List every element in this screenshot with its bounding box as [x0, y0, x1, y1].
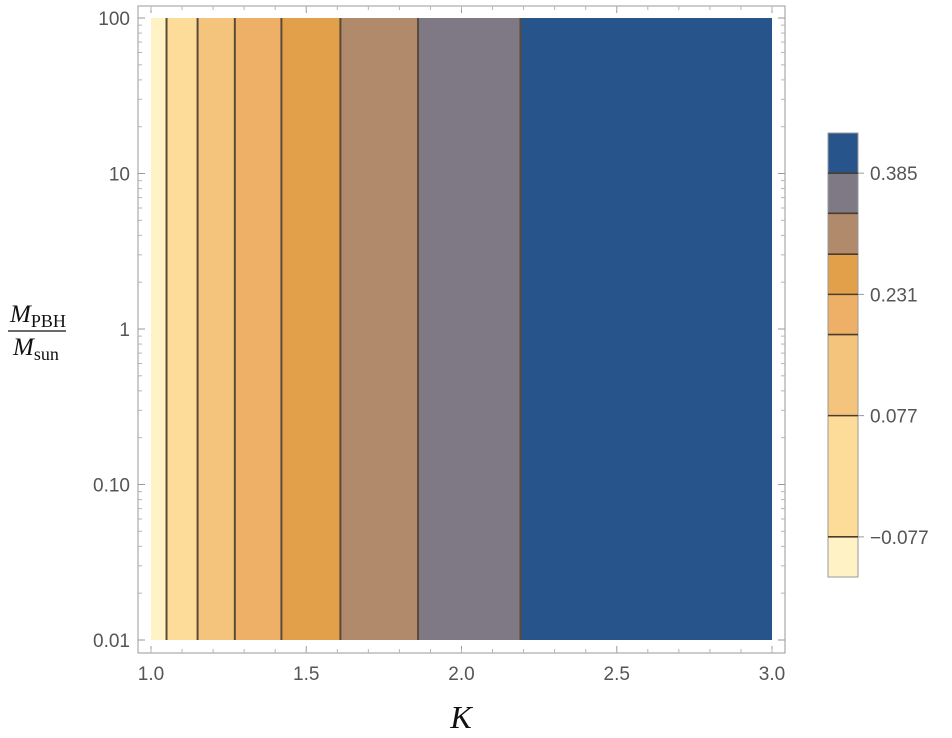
legend-label: 0.385 [870, 164, 918, 185]
legend-swatch [828, 254, 858, 295]
legend-swatch [828, 213, 858, 255]
y-axis-title: MPBH Msun [8, 301, 66, 364]
x-axis-title: K [449, 699, 473, 735]
x-tick-label: 1.0 [138, 664, 164, 685]
contour-band [166, 18, 198, 640]
legend-swatch [828, 133, 858, 174]
y-label-numerator: MPBH [9, 301, 66, 331]
x-axis-label: K [449, 699, 473, 735]
x-tick-label: 2.0 [448, 664, 474, 685]
contour-band [234, 18, 282, 640]
y-tick-label: 0.01 [93, 631, 130, 652]
x-tick-label: 2.5 [604, 664, 630, 685]
contour-band [340, 18, 419, 640]
legend-label: 0.077 [870, 407, 918, 428]
plot-area [151, 18, 772, 640]
contour-band [281, 18, 341, 640]
x-tick-label: 3.0 [759, 664, 785, 685]
legend-label: −0.077 [870, 528, 929, 549]
y-tick-label: 0.10 [93, 476, 130, 497]
y-tick-label: 100 [98, 9, 130, 30]
color-legend: 0.385 0.231 0.077 −0.077 [827, 132, 929, 578]
x-tick-label: 1.5 [293, 664, 319, 685]
legend-swatch [828, 173, 858, 214]
y-label-denominator: Msun [12, 334, 59, 364]
axes: 1.0 1.5 2.0 2.5 3.0 0.01 0.10 1 10 100 [93, 5, 786, 685]
legend-label: 0.231 [870, 285, 918, 306]
contour-band [151, 18, 167, 640]
y-tick-label: 10 [109, 165, 130, 186]
legend-swatch [828, 415, 858, 537]
legend-swatch [828, 536, 858, 577]
contour-band [197, 18, 235, 640]
legend-swatch [828, 294, 858, 335]
contour-band [418, 18, 521, 640]
y-tick-label: 1 [119, 320, 130, 341]
legend-swatch [828, 334, 858, 416]
contour-band [520, 18, 772, 640]
legend-frame [827, 132, 859, 578]
